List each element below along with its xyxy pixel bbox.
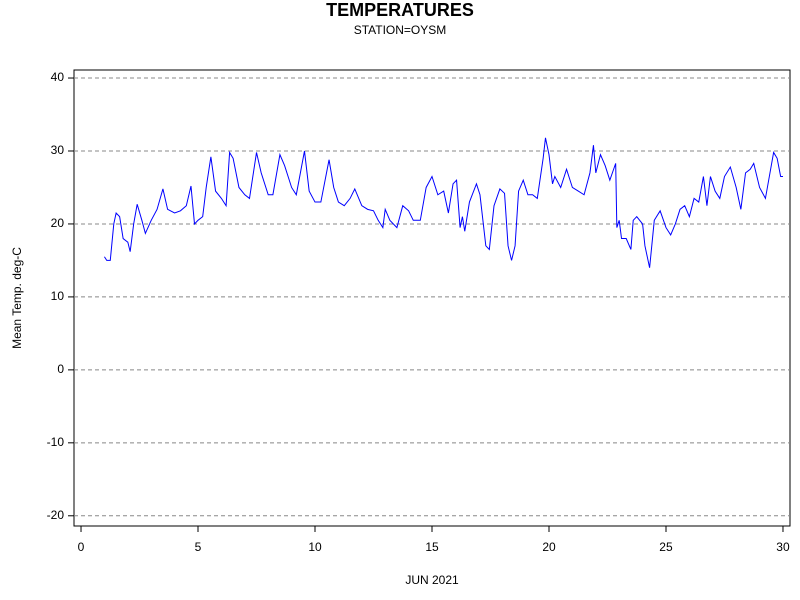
y-tick-label: 30 (51, 143, 65, 157)
chart-subtitle: STATION=OYSM (354, 23, 447, 37)
temperature-line (103, 137, 783, 268)
y-tick-label: 40 (51, 70, 65, 84)
y-axis-label: Mean Temp. deg-C (10, 247, 24, 349)
x-tick-label: 25 (659, 540, 673, 554)
x-tick-label: 0 (78, 540, 85, 554)
chart-title: TEMPERATURES (326, 0, 474, 20)
y-tick-label: -10 (47, 435, 65, 449)
y-tick-label: 20 (51, 216, 65, 230)
x-tick-label: 20 (542, 540, 556, 554)
y-tick-label: 0 (57, 362, 64, 376)
x-tick-label: 10 (308, 540, 322, 554)
y-tick-label: 10 (51, 289, 65, 303)
plot-frame (73, 69, 791, 527)
x-tick-label: 30 (776, 540, 790, 554)
x-tick-label: 5 (195, 540, 202, 554)
y-tick-label: -20 (47, 508, 65, 522)
x-tick-label: 15 (425, 540, 439, 554)
x-axis-label: JUN 2021 (405, 573, 459, 587)
